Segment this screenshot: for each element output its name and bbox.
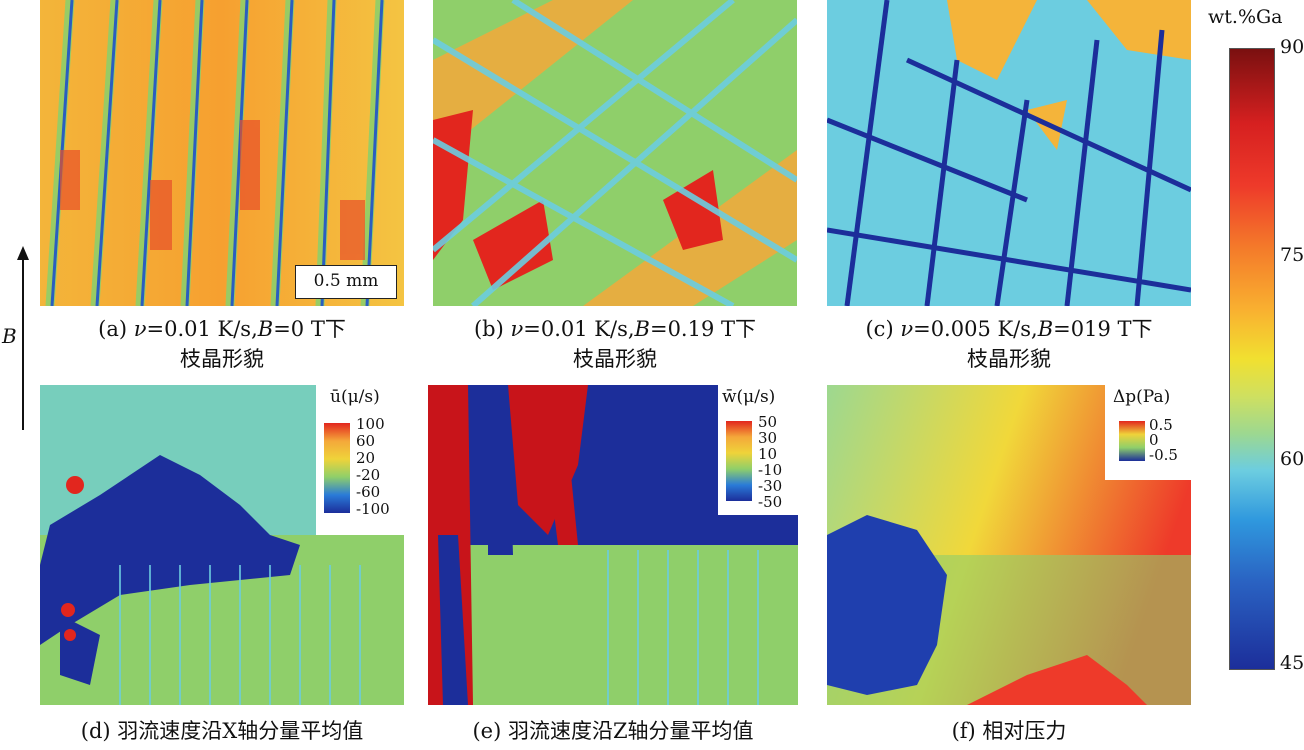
legend-f-bar	[1119, 421, 1145, 461]
colorbar-tick: 75	[1280, 244, 1304, 266]
legend-f-title: Δp(Pa)	[1113, 387, 1171, 407]
legend-e-title: w̄(μ/s)	[722, 387, 776, 407]
caption-c-line1: (c) ν=0.005 K/s,B=019 T下	[827, 314, 1191, 344]
b-arrow-head	[17, 246, 29, 260]
legend-d-bar	[324, 423, 350, 513]
caption-d: (d) 羽流速度沿X轴分量平均值	[80, 719, 364, 743]
caption-a-B: B	[257, 317, 274, 341]
panel-c-dendrite-svg	[827, 0, 1191, 306]
caption-a-end: =0 T下	[273, 317, 346, 341]
caption-b-line2: 枝晶形貌	[573, 347, 657, 371]
caption-e: (e) 羽流速度沿Z轴分量平均值	[472, 719, 754, 743]
caption-b-end: =0.19 T下	[649, 317, 757, 341]
legend-e-tick: 30	[758, 429, 778, 447]
legend-d-tick: -20	[356, 466, 381, 484]
panel-b-dendrite-image	[433, 0, 797, 306]
b-axis-label: B	[2, 324, 17, 348]
caption-f: (f) 相对压力	[951, 719, 1067, 743]
panel-a-dendrite-svg	[40, 0, 404, 306]
panel-c-dendrite-image	[827, 0, 1191, 306]
caption-b-mid: =0.01 K/s,	[523, 317, 635, 341]
caption-c-v: ν	[900, 317, 914, 341]
legend-d: ū(μ/s) 100 60 20 -20 -60 -100	[316, 385, 406, 535]
panel-b-dendrite-svg	[433, 0, 797, 306]
colorbar	[1229, 48, 1275, 670]
legend-d-title: ū(μ/s)	[330, 387, 380, 407]
caption-a-v: ν	[133, 317, 147, 341]
colorbar-tick: 60	[1280, 448, 1304, 470]
caption-c-B: B	[1037, 317, 1054, 341]
legend-e-tick: 50	[758, 413, 778, 431]
colorbar-tick: 45	[1280, 652, 1304, 674]
scale-bar: 0.5 mm	[295, 265, 397, 299]
legend-e-tick: 10	[758, 445, 778, 463]
caption-a-mid: =0.01 K/s,	[146, 317, 258, 341]
legend-d-tick: -60	[356, 483, 381, 501]
legend-d-tick: -100	[356, 500, 390, 518]
b-arrow-line	[22, 258, 24, 430]
caption-c: (c) ν=0.005 K/s,B=019 T下 枝晶形貌	[827, 314, 1191, 374]
caption-c-mid: =0.005 K/s,	[913, 317, 1038, 341]
caption-b-prefix: (b)	[473, 317, 511, 341]
caption-b-v: ν	[510, 317, 524, 341]
caption-c-end: =019 T下	[1053, 317, 1153, 341]
legend-e-tick: -50	[758, 493, 783, 511]
legend-f-tick: -0.5	[1149, 446, 1178, 464]
caption-a-line1: (a) ν=0.01 K/s,B=0 T下	[40, 314, 404, 344]
legend-e-tick: -10	[758, 461, 783, 479]
legend-d-tick: 20	[356, 449, 376, 467]
caption-a: (a) ν=0.01 K/s,B=0 T下 枝晶形貌	[40, 314, 404, 374]
caption-a-line2: 枝晶形貌	[180, 347, 264, 371]
colorbar-tick: 90	[1280, 36, 1304, 58]
legend-d-tick: 100	[356, 415, 385, 433]
legend-f: Δp(Pa) 0.5 0 -0.5	[1105, 385, 1191, 480]
panel-e-svg	[428, 385, 798, 705]
legend-e-bar	[726, 421, 752, 501]
caption-b-line1: (b) ν=0.01 K/s,B=0.19 T下	[433, 314, 797, 344]
panel-e-velocity-z	[428, 385, 798, 705]
scale-bar-label: 0.5 mm	[313, 271, 379, 291]
caption-c-line2: 枝晶形貌	[967, 347, 1051, 371]
legend-d-tick: 60	[356, 432, 376, 450]
legend-e-tick: -30	[758, 477, 783, 495]
caption-b-B: B	[634, 317, 650, 341]
caption-a-prefix: (a)	[98, 317, 134, 341]
legend-e: w̄(μ/s) 50 30 10 -10 -30 -50	[718, 385, 798, 515]
panel-a-dendrite-image	[40, 0, 404, 306]
colorbar-title: wt.%Ga	[1208, 6, 1283, 28]
caption-c-prefix: (c)	[865, 317, 901, 341]
caption-b: (b) ν=0.01 K/s,B=0.19 T下 枝晶形貌	[433, 314, 797, 374]
legend-f-tick: 0	[1149, 431, 1159, 449]
legend-f-tick: 0.5	[1149, 416, 1173, 434]
